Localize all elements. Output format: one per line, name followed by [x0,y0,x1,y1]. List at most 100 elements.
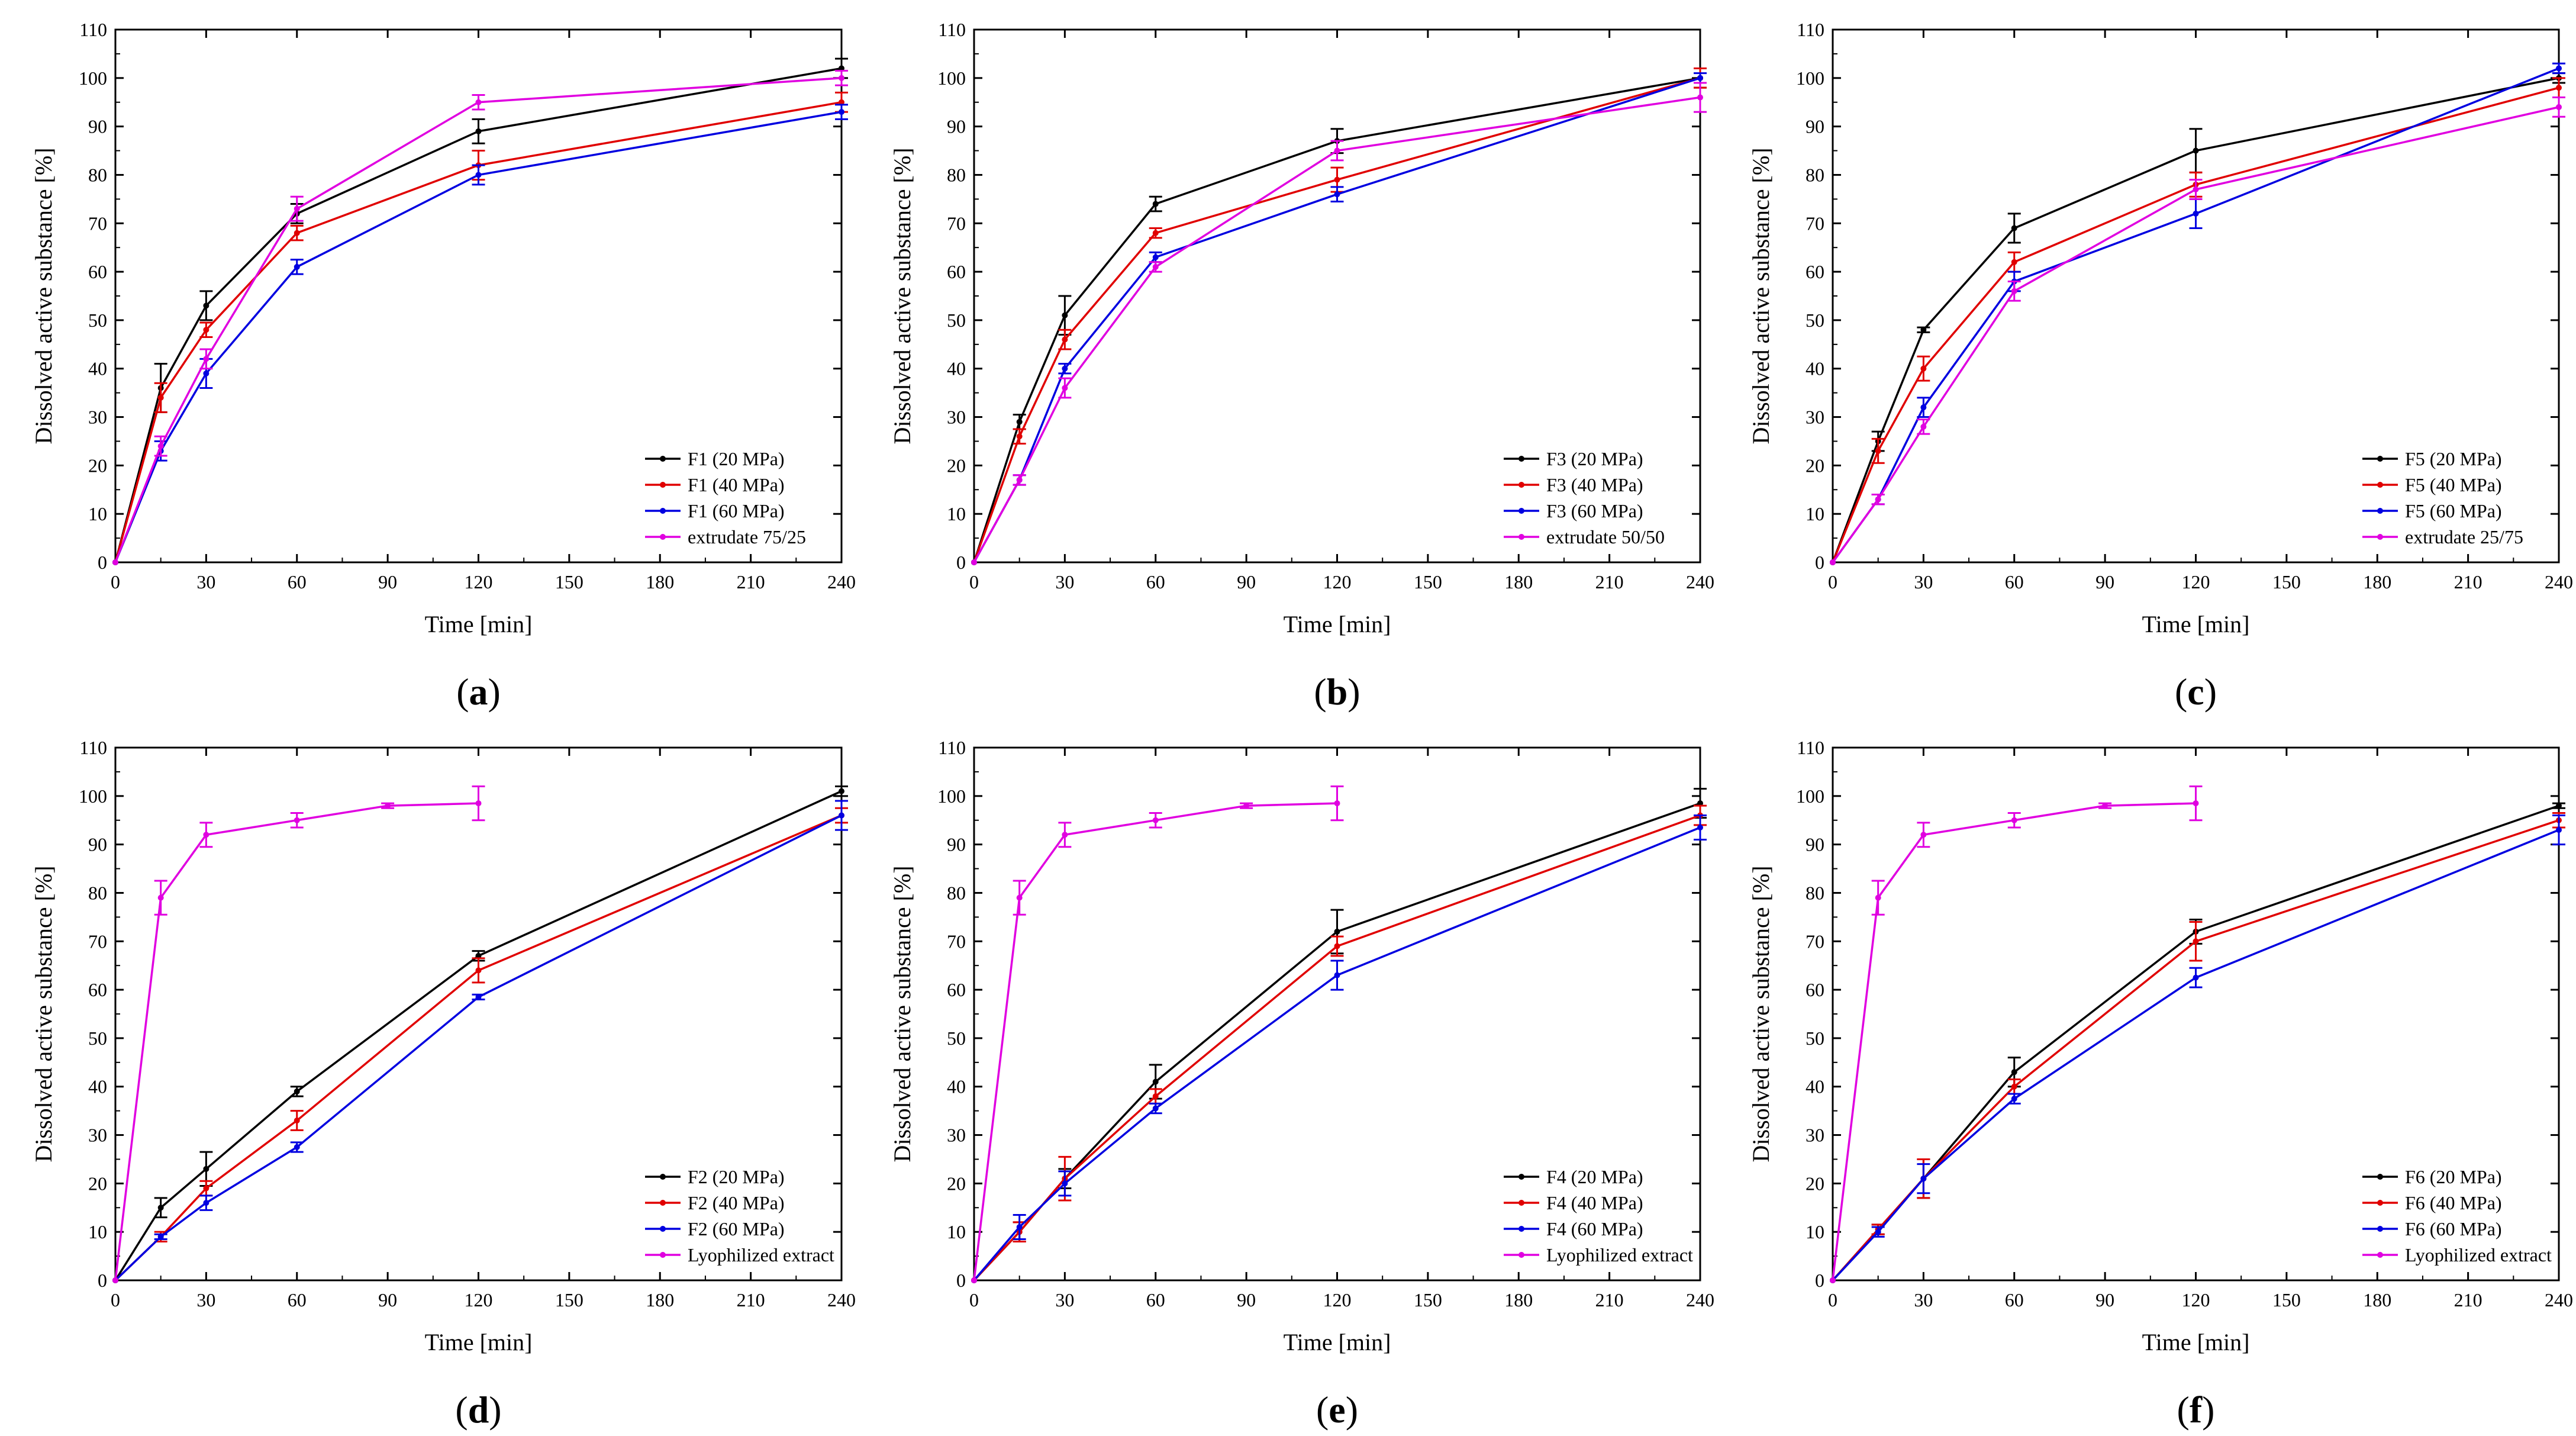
data-point [2011,259,2017,265]
legend-marker [660,456,666,462]
data-point [2011,1083,2017,1090]
x-tick-label: 60 [288,571,307,593]
data-point [157,894,164,901]
data-point [112,559,118,565]
x-tick-label: 60 [2005,1289,2024,1311]
x-tick-label: 240 [2545,1289,2573,1311]
y-tick-label: 20 [947,455,966,476]
y-tick-label: 30 [88,1125,107,1146]
x-tick-label: 0 [969,571,979,593]
y-tick-label: 110 [1797,737,1824,758]
legend-marker [2377,1174,2383,1180]
data-point [1697,75,1703,81]
y-axis-label: Dissolved active substance [%] [1748,866,1774,1163]
legend-label: F2 (20 MPa) [688,1166,785,1187]
y-tick-label: 40 [947,358,966,379]
legend-label: Lyophilized extract [1546,1244,1693,1266]
y-tick-label: 60 [947,261,966,282]
legend-marker [2377,1200,2383,1206]
y-tick-label: 0 [956,1270,966,1291]
y-tick-label: 10 [947,1221,966,1242]
x-tick-label: 60 [288,1289,307,1311]
x-tick-label: 180 [646,1289,674,1311]
legend-marker [1518,1226,1524,1232]
panel-label-letter: b [1327,671,1348,713]
data-point [294,1144,300,1150]
x-tick-label: 210 [737,1289,765,1311]
legend-marker [1518,508,1524,514]
legend-label: F1 (20 MPa) [688,448,785,469]
data-point [475,128,482,134]
series-line-2 [973,826,1701,1282]
data-point [1334,147,1340,154]
y-tick-label: 60 [1806,261,1824,282]
legend-label: F1 (60 MPa) [688,500,785,521]
legend-marker [2377,1226,2383,1232]
chart-f-svg: 0 10 20 30 40 50 60 70 80 90 100 110 0 30 60 90 120 150 18… [1748,737,2573,1431]
y-tick-label: 90 [88,834,107,855]
legend-label: F5 (40 MPa) [2405,474,2502,495]
data-point [2102,803,2108,809]
x-tick-label: 240 [827,1289,856,1311]
data-point [1016,1224,1023,1230]
data-point [2193,974,2199,981]
data-point [475,800,482,807]
panel-label-paren: ) [489,1389,501,1431]
legend-marker [660,508,666,514]
y-axis-label: Dissolved active substance [%] [889,866,915,1163]
legend-marker [2377,508,2383,514]
chart-c-svg: 0 10 20 30 40 50 60 70 80 90 100 110 0 30 60 90 120 150 18… [1748,19,2573,713]
data-point [157,443,164,449]
panel-label-paren: ( [1316,1389,1329,1431]
y-tick-label: 0 [98,1270,107,1291]
x-tick-label: 180 [646,571,674,593]
data-point [1830,559,1836,565]
data-point [385,803,391,809]
data-point [203,370,209,376]
data-point [2011,1096,2017,1102]
data-point [294,817,300,823]
x-tick-label: 240 [827,571,856,593]
y-tick-label: 60 [947,979,966,1000]
y-tick-label: 40 [1806,358,1824,379]
data-point [294,230,300,236]
y-tick-label: 10 [1806,1221,1824,1242]
y-tick-label: 110 [79,737,107,758]
data-point [1875,1229,1881,1235]
x-tick-label: 120 [1323,1289,1352,1311]
legend-marker [1518,1252,1524,1258]
series-line-3 [114,802,479,1281]
data-point [1830,1277,1836,1283]
x-tick-label: 120 [2182,1289,2210,1311]
panel-label-paren: ) [2202,1389,2214,1431]
data-point [2011,817,2017,823]
legend-label: F4 (20 MPa) [1546,1166,1643,1187]
y-tick-label: 0 [956,552,966,573]
panel-label-letter: e [1329,1389,1345,1431]
x-tick-label: 90 [2095,1289,2114,1311]
data-point [475,967,482,974]
y-tick-label: 70 [88,930,107,952]
data-point [1152,817,1159,823]
x-axis-label: Time [min] [2142,1329,2250,1355]
legend-marker [660,1174,666,1180]
panel-label: (e) [1316,1389,1358,1431]
x-tick-label: 150 [1414,1289,1442,1311]
data-point [112,1277,118,1283]
data-point [1697,800,1703,807]
data-point [839,75,844,81]
y-tick-label: 80 [947,882,966,903]
y-tick-label: 80 [1806,164,1824,185]
chart-panel-e: 0 10 20 30 40 50 60 70 80 90 100 110 0 30 60 90 120 150 18… [859,718,1717,1436]
chart-panel-a: 0 10 20 30 40 50 60 70 80 90 100 110 0 30 60 90 120 150 18… [0,0,859,718]
series-line-3 [973,96,1701,563]
data-point [157,394,164,401]
data-point [1152,201,1159,207]
legend-marker [660,482,666,488]
panel-label: (a) [456,671,501,713]
data-point [1152,230,1159,236]
data-point [839,109,844,115]
data-point [2193,800,2199,807]
data-point [1016,433,1023,440]
series-line-0 [1832,77,2559,563]
